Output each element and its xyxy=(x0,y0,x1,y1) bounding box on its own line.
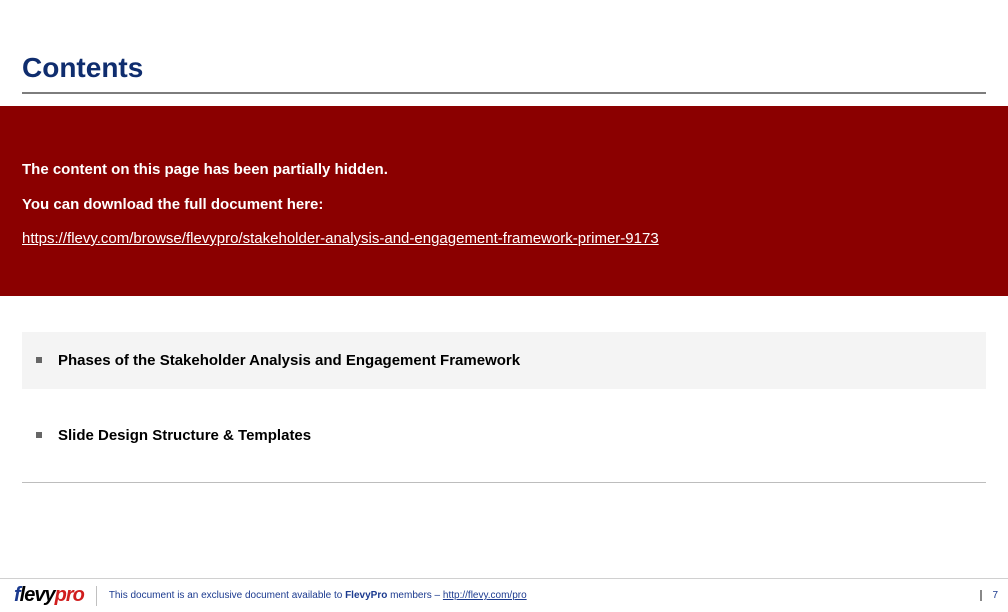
footer-text-suffix: members – xyxy=(387,590,443,601)
bullet-icon xyxy=(36,432,42,438)
banner-line-2: You can download the full document here: xyxy=(22,191,986,220)
footer-text-prefix: This document is an exclusive document a… xyxy=(109,590,345,601)
footer-logo: flevypro xyxy=(14,584,84,607)
slide-page: Contents The content on this page has be… xyxy=(0,0,1008,612)
page-title: Contents xyxy=(22,52,986,84)
hidden-content-banner: The content on this page has been partia… xyxy=(0,106,1008,296)
list-divider xyxy=(22,482,986,483)
footer-separator xyxy=(96,586,97,606)
contents-item-phases[interactable]: Phases of the Stakeholder Analysis and E… xyxy=(22,332,986,389)
contents-list: Phases of the Stakeholder Analysis and E… xyxy=(0,296,1008,464)
banner-line-1: The content on this page has been partia… xyxy=(22,156,986,185)
footer: flevypro This document is an exclusive d… xyxy=(0,578,1008,612)
title-area: Contents xyxy=(0,0,1008,106)
contents-item-slide-design[interactable]: Slide Design Structure & Templates xyxy=(22,407,986,464)
footer-page-number: 7 xyxy=(980,590,998,601)
bullet-icon xyxy=(36,357,42,363)
title-rule xyxy=(22,92,986,94)
footer-text: This document is an exclusive document a… xyxy=(109,590,527,601)
footer-right: 7 xyxy=(980,590,998,601)
logo-pro: pro xyxy=(55,584,84,606)
logo-levy: levy xyxy=(20,584,55,606)
footer-link[interactable]: http://flevy.com/pro xyxy=(443,590,527,601)
banner-download-link[interactable]: https://flevy.com/browse/flevypro/stakeh… xyxy=(22,225,659,254)
contents-item-label: Slide Design Structure & Templates xyxy=(58,427,311,444)
contents-item-label: Phases of the Stakeholder Analysis and E… xyxy=(58,352,520,369)
footer-text-bold: FlevyPro xyxy=(345,590,387,601)
